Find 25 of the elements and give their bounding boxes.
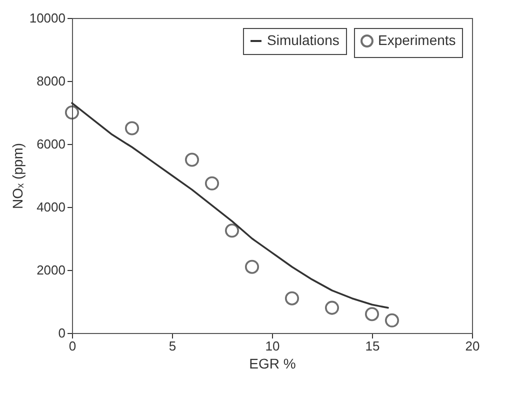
- point: [284, 291, 300, 306]
- point: [184, 152, 200, 167]
- y-tick-label: 10000: [29, 10, 66, 26]
- x-tick-label: 5: [168, 338, 176, 354]
- x-axis-title: EGR %: [249, 356, 296, 372]
- point: [64, 105, 80, 120]
- point: [364, 307, 380, 322]
- legend-label: Simulations: [267, 32, 340, 48]
- point: [224, 224, 240, 238]
- point: [244, 260, 260, 274]
- y-tick-label: 0: [58, 326, 66, 340]
- point: [324, 300, 340, 315]
- y-tick-label: 2000: [36, 262, 66, 278]
- x-tick-label: 10: [265, 338, 280, 354]
- point: [204, 176, 220, 190]
- point: [124, 121, 140, 136]
- y-tick-label: 4000: [36, 200, 66, 214]
- point: [384, 313, 400, 328]
- x-tick-label: 20: [465, 338, 480, 354]
- y-axis-title: NOₓ (ppm): [9, 142, 26, 210]
- y-tick-label: 6000: [36, 136, 66, 152]
- legend-label: Experiments: [378, 32, 456, 48]
- x-tick-label: 0: [68, 338, 76, 354]
- x-tick-label: 15: [365, 338, 380, 354]
- y-tick-label: 8000: [36, 74, 66, 88]
